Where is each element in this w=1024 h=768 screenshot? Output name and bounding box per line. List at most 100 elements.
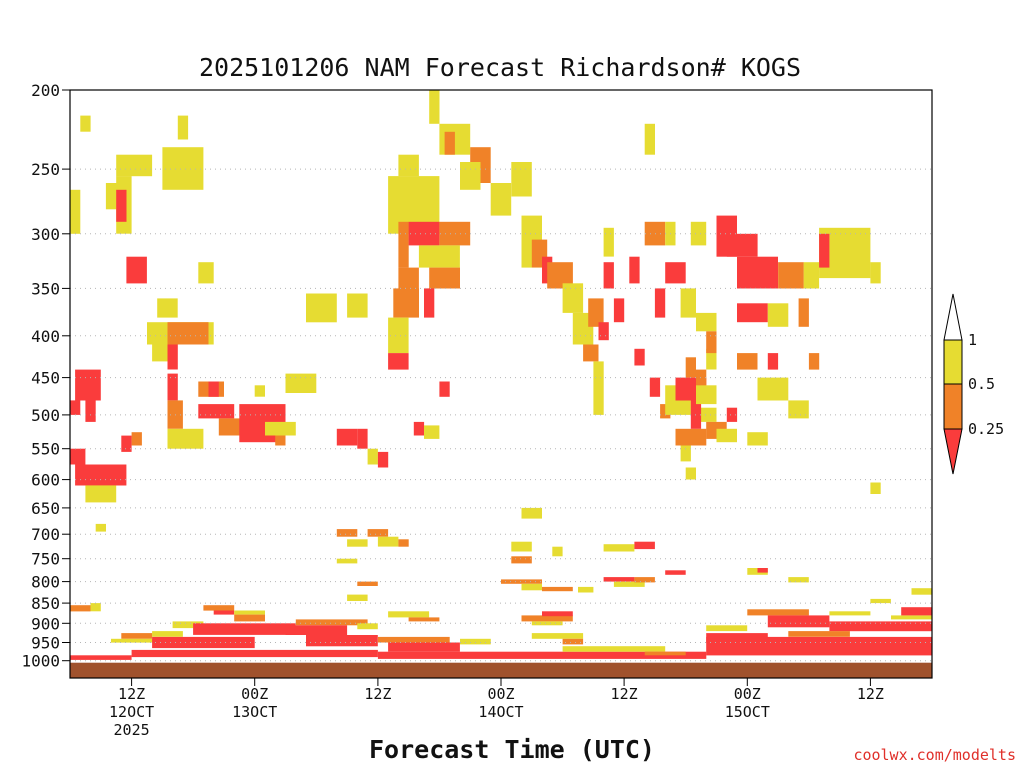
ri-region-71 — [542, 256, 553, 284]
ri-region-133 — [578, 586, 594, 593]
x-tick-label-1-0: 00Z — [241, 685, 268, 703]
ri-region-103 — [696, 369, 707, 386]
ri-region-8 — [177, 115, 189, 140]
ri-region-166 — [521, 615, 573, 622]
ri-region-132 — [542, 586, 573, 592]
ri-region-176 — [377, 651, 707, 659]
ri-region-114 — [737, 303, 768, 323]
ri-region-39 — [357, 428, 368, 449]
ri-region-120 — [788, 400, 809, 419]
ri-region-163 — [377, 636, 450, 643]
ri-region-118 — [757, 377, 789, 401]
ri-region-28 — [208, 381, 219, 397]
y-tick-label-550: 550 — [31, 440, 60, 459]
ri-region-86 — [644, 221, 666, 246]
ri-region-53 — [408, 221, 440, 246]
ri-region-23 — [95, 523, 106, 532]
ri-region-127 — [336, 558, 358, 564]
ri-region-13 — [152, 344, 173, 362]
ri-region-18 — [131, 432, 142, 446]
ri-region-24 — [167, 373, 178, 401]
ri-region-55 — [418, 245, 460, 268]
y-tick-label-950: 950 — [31, 634, 60, 653]
ri-region-149 — [90, 603, 101, 612]
ri-region-59 — [393, 288, 419, 318]
ri-region-79 — [603, 262, 614, 289]
ri-region-33 — [265, 421, 296, 436]
colorbar-label-0-25: 0.25 — [968, 420, 1004, 438]
ri-region-121 — [808, 353, 820, 370]
ri-region-3 — [116, 154, 153, 177]
ri-region-150 — [70, 605, 91, 612]
ri-region-157 — [295, 619, 368, 626]
ri-region-141 — [870, 598, 891, 604]
ri-region-112 — [778, 262, 804, 289]
ri-region-185 — [788, 631, 850, 637]
ri-region-170 — [562, 638, 584, 645]
ri-region-14 — [167, 344, 178, 370]
ri-region-140 — [788, 577, 809, 583]
plot-frame — [69, 89, 933, 679]
ri-region-147 — [634, 541, 655, 550]
y-tick-label-450: 450 — [31, 369, 60, 388]
ri-region-48 — [398, 154, 419, 177]
ri-region-123 — [819, 233, 830, 268]
ri-region-92 — [685, 357, 696, 378]
ri-region-26 — [167, 428, 204, 449]
ri-region-21 — [75, 464, 127, 486]
ri-region-1 — [80, 115, 91, 132]
ri-region-104 — [696, 385, 717, 405]
ri-region-178 — [706, 625, 748, 632]
ri-region-175 — [131, 649, 378, 658]
y-tick-label-750: 750 — [31, 550, 60, 569]
ri-region-188 — [562, 646, 666, 652]
ri-region-78 — [593, 361, 604, 415]
ri-region-153 — [234, 610, 265, 615]
ri-region-12 — [167, 322, 209, 345]
x-tick-label-0-0: 12Z — [118, 685, 145, 703]
colorbar-top-arrow — [943, 293, 963, 341]
ri-region-63 — [413, 421, 425, 436]
ri-region-155 — [172, 621, 204, 629]
ri-region-36 — [306, 293, 337, 323]
ri-region-34 — [285, 373, 317, 393]
plot-area — [70, 90, 932, 678]
ri-region-106 — [690, 221, 707, 246]
ri-region-189 — [644, 651, 686, 656]
ri-region-143 — [521, 507, 542, 519]
x-tick-label-5-0: 00Z — [734, 685, 761, 703]
ri-region-7 — [162, 147, 204, 190]
ri-region-16 — [70, 400, 81, 415]
ri-region-81 — [603, 227, 614, 257]
ri-region-181 — [767, 615, 830, 628]
ri-region-22 — [85, 485, 117, 503]
ri-region-96 — [680, 445, 691, 462]
ri-region-174 — [152, 636, 255, 649]
ri-region-151 — [203, 605, 235, 611]
ri-region-56 — [398, 267, 419, 289]
x-tick-label-0-2: 2025 — [114, 721, 150, 739]
ri-region-32 — [275, 428, 286, 446]
ri-region-73 — [562, 283, 584, 313]
ri-region-142 — [911, 588, 932, 595]
credit-link[interactable]: coolwx.com/modelts — [853, 746, 1016, 764]
ri-region-83 — [634, 348, 645, 366]
ri-region-158 — [285, 625, 348, 635]
colorbar-label-1: 1 — [968, 331, 977, 349]
ri-region-148 — [552, 546, 563, 557]
ri-region-29 — [198, 404, 235, 419]
ri-region-161 — [408, 617, 440, 622]
ri-region-91 — [680, 288, 696, 318]
y-tick-label-350: 350 — [31, 279, 60, 298]
y-tick-label-900: 900 — [31, 614, 60, 633]
y-tick-label-200: 200 — [31, 81, 60, 100]
ri-region-135 — [613, 581, 645, 587]
ri-region-62 — [439, 381, 450, 397]
x-tick-label-2-0: 12Z — [364, 685, 391, 703]
ri-region-51 — [444, 131, 455, 155]
y-tick-label-700: 700 — [31, 525, 60, 544]
ri-region-162 — [306, 635, 378, 647]
